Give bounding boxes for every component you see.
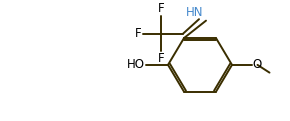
Text: O: O [253,58,262,71]
Text: HN: HN [186,6,203,19]
Text: F: F [158,52,164,65]
Text: F: F [158,2,164,15]
Text: HO: HO [127,58,145,71]
Text: F: F [135,27,142,40]
